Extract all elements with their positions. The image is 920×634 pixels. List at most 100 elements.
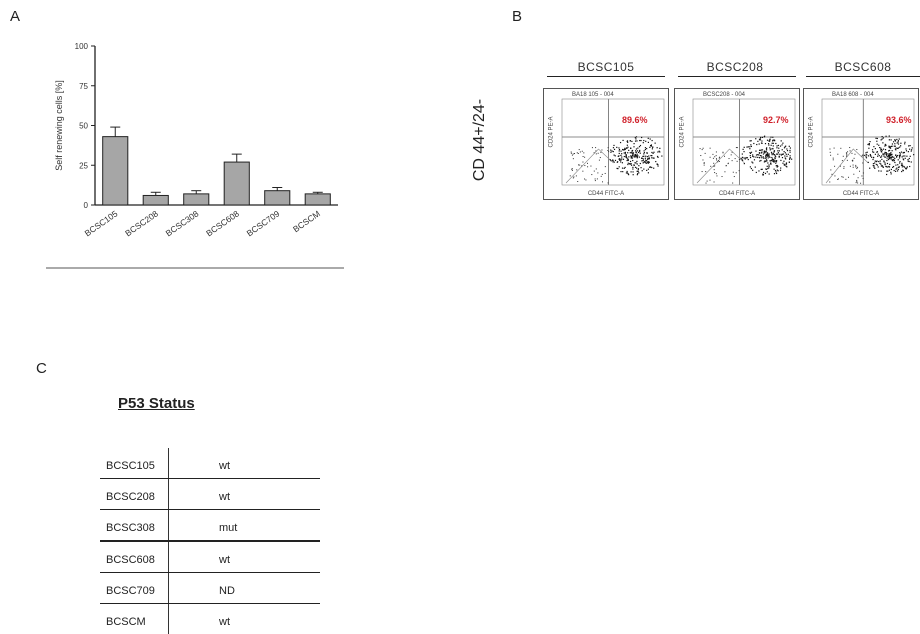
scatter-point [633,143,634,144]
scatter-point [745,157,746,158]
scatter-point [742,153,743,154]
scatter-point [771,145,772,146]
scatter-point [644,152,645,153]
scatter-point [751,146,752,147]
scatter-point [596,153,597,154]
scatter-point [896,168,897,169]
scatter-point [760,150,761,151]
scatter-point [873,167,874,168]
scatter-point [626,172,627,173]
scatter-point [655,143,656,144]
scatter-point [640,145,641,146]
scatter-point [630,171,631,172]
scatter-point [705,171,706,172]
scatter-point [595,150,596,151]
scatter-point [886,174,887,175]
scatter-point [776,154,777,155]
scatter-point [881,150,882,151]
scatter-point [619,153,620,154]
scatter-point [870,154,871,155]
scatter-point [880,148,881,149]
scatter-point [610,152,611,153]
flow-title-underline-1 [547,76,665,77]
y-tick-label: 0 [84,201,89,210]
scatter-point [782,143,783,144]
scatter-point [898,159,899,160]
scatter-point [595,180,596,181]
scatter-point [872,159,873,160]
scatter-point [643,153,644,154]
scatter-point [781,140,782,141]
scatter-point [743,151,744,152]
scatter-point [702,159,703,160]
scatter-point [760,160,761,161]
scatter-point [574,153,575,154]
scatter-point [908,145,909,146]
scatter-point [643,158,644,159]
scatter-point [759,139,760,140]
scatter-point [899,156,900,157]
scatter-point [870,155,871,156]
scatter-point [845,179,846,180]
scatter-point [620,171,621,172]
scatter-point [774,140,775,141]
scatter-point [749,148,750,149]
gate-curve [826,149,868,183]
scatter-point [895,154,896,155]
scatter-point [899,157,900,158]
flow-percent-1: 89.6% [622,115,648,125]
scatter-point [786,164,787,165]
scatter-point [858,177,859,178]
scatter-point [883,167,884,168]
scatter-point [625,157,626,158]
scatter-point [747,157,748,158]
scatter-point [627,152,628,153]
scatter-point [787,150,788,151]
scatter-point [857,182,858,183]
flow-gate-label-1: BA18 105 - 004 [572,92,614,98]
scatter-point [882,138,883,139]
scatter-point [641,137,642,138]
scatter-point [761,169,762,170]
scatter-point [786,148,787,149]
scatter-point [890,147,891,148]
scatter-point [622,149,623,150]
scatter-point [649,157,650,158]
scatter-point [583,152,584,153]
scatter-point [891,139,892,140]
scatter-point [776,161,777,162]
scatter-point [755,167,756,168]
flow-scatter-2 [675,89,799,199]
scatter-point [590,166,591,167]
scatter-point [627,141,628,142]
scatter-point [714,156,715,157]
scatter-point [849,147,850,148]
scatter-point [636,168,637,169]
scatter-point [773,152,774,153]
scatter-point [843,177,844,178]
scatter-point [638,165,639,166]
scatter-point [776,160,777,161]
scatter-point [632,167,633,168]
scatter-point [785,158,786,159]
scatter-point [786,154,787,155]
scatter-point [856,168,857,169]
scatter-point [869,168,870,169]
bar [103,137,128,205]
scatter-point [895,140,896,141]
scatter-point [888,146,889,147]
scatter-point [885,136,886,137]
scatter-point [889,153,890,154]
scatter-point [579,149,580,150]
scatter-point [761,140,762,141]
scatter-point [770,163,771,164]
x-tick-label: BCSC208 [123,208,160,238]
scatter-point [748,146,749,147]
scatter-point [659,151,660,152]
scatter-point [903,155,904,156]
scatter-point [779,150,780,151]
scatter-point [776,145,777,146]
scatter-point [613,161,614,162]
scatter-point [896,148,897,149]
